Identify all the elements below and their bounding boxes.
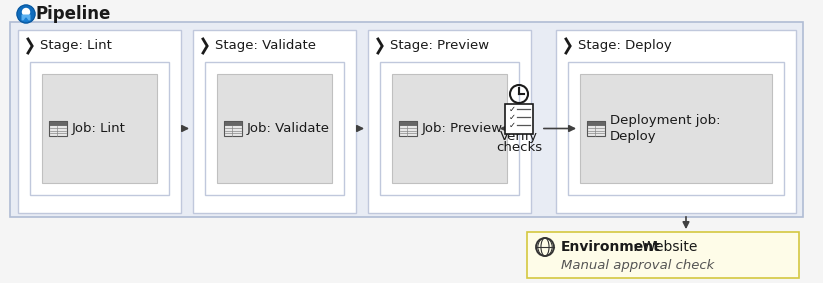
- Bar: [30, 62, 169, 195]
- Bar: [399, 121, 417, 125]
- FancyBboxPatch shape: [21, 14, 30, 20]
- Text: ✓: ✓: [509, 113, 516, 121]
- Bar: [193, 30, 356, 213]
- Bar: [217, 74, 332, 183]
- Text: Job: Lint: Job: Lint: [72, 122, 126, 135]
- Text: Pipeline: Pipeline: [35, 5, 110, 23]
- Bar: [556, 30, 796, 213]
- Text: Stage: Preview: Stage: Preview: [390, 40, 489, 53]
- Bar: [527, 232, 799, 278]
- Bar: [205, 62, 344, 195]
- Bar: [580, 74, 772, 183]
- Circle shape: [22, 8, 30, 16]
- Bar: [568, 62, 784, 195]
- Bar: [49, 121, 67, 125]
- Text: ✓: ✓: [509, 104, 516, 113]
- Text: Manual approval check: Manual approval check: [561, 258, 714, 271]
- Text: Stage: Lint: Stage: Lint: [40, 40, 112, 53]
- Text: Stage: Deploy: Stage: Deploy: [578, 40, 672, 53]
- Bar: [399, 121, 417, 136]
- Bar: [505, 104, 533, 134]
- Text: Verify: Verify: [500, 130, 538, 143]
- Text: : Website: : Website: [633, 240, 697, 254]
- Text: Job: Preview: Job: Preview: [422, 122, 503, 135]
- Bar: [49, 121, 67, 136]
- Circle shape: [17, 5, 35, 23]
- Text: Deploy: Deploy: [610, 130, 657, 143]
- Text: Job: Validate: Job: Validate: [247, 122, 330, 135]
- Polygon shape: [24, 18, 28, 21]
- Bar: [587, 121, 605, 136]
- Bar: [380, 62, 519, 195]
- Text: Environment: Environment: [561, 240, 661, 254]
- Text: Deployment job:: Deployment job:: [610, 114, 720, 127]
- Bar: [18, 30, 181, 213]
- Bar: [368, 30, 531, 213]
- Bar: [224, 121, 242, 125]
- Bar: [10, 22, 803, 217]
- Text: ✓: ✓: [509, 121, 516, 130]
- Bar: [42, 74, 157, 183]
- Bar: [587, 121, 605, 125]
- Bar: [224, 121, 242, 136]
- Text: checks: checks: [496, 141, 542, 154]
- Bar: [392, 74, 507, 183]
- Text: Stage: Validate: Stage: Validate: [215, 40, 316, 53]
